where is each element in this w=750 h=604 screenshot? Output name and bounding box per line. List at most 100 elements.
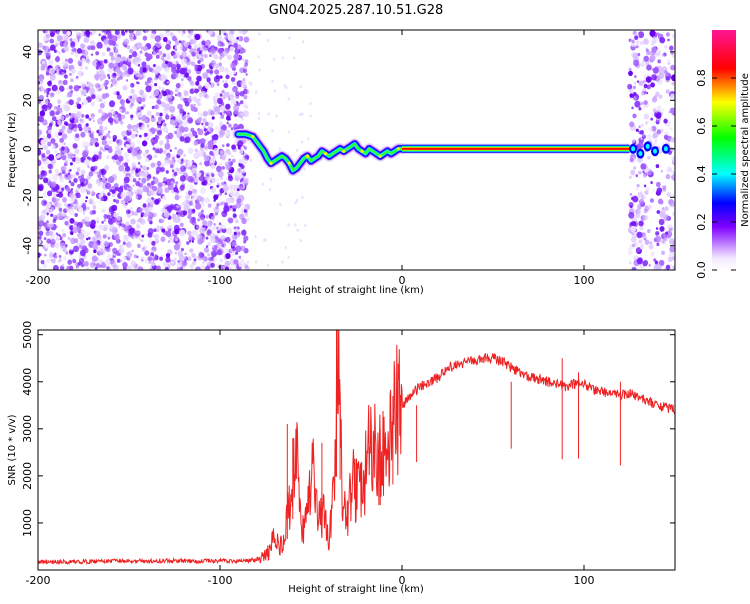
noise-dot xyxy=(179,205,182,208)
noise-dot xyxy=(61,155,67,161)
noise-dot xyxy=(628,70,633,76)
noise-dot xyxy=(127,56,133,63)
noise-dot xyxy=(103,82,108,88)
noise-dot xyxy=(131,162,137,169)
noise-dot xyxy=(281,260,284,264)
noise-dot xyxy=(58,144,62,149)
noise-dot xyxy=(211,116,215,120)
noise-dot xyxy=(648,264,651,267)
noise-dot xyxy=(234,171,241,178)
noise-dot xyxy=(80,32,85,37)
noise-dot xyxy=(210,225,216,232)
noise-dot xyxy=(671,81,675,86)
noise-dot xyxy=(66,100,70,105)
noise-dot xyxy=(215,111,219,116)
noise-dot xyxy=(145,118,148,123)
noise-dot xyxy=(206,77,211,83)
noise-dot xyxy=(153,64,156,67)
noise-dot xyxy=(114,186,119,192)
noise-dot xyxy=(159,112,163,117)
noise-dot xyxy=(204,197,210,204)
noise-dot xyxy=(152,45,158,52)
noise-dot xyxy=(245,73,248,76)
noise-dot xyxy=(223,205,230,213)
noise-dot xyxy=(232,208,236,212)
noise-dot xyxy=(656,210,661,214)
noise-dot xyxy=(118,247,125,254)
snr-background xyxy=(38,330,675,570)
noise-dot xyxy=(62,103,69,110)
noise-dot xyxy=(670,93,675,100)
noise-dot xyxy=(78,232,85,240)
noise-dot xyxy=(171,156,176,161)
noise-dot xyxy=(216,184,220,188)
noise-dot xyxy=(96,150,100,154)
noise-dot xyxy=(55,72,59,76)
noise-dot xyxy=(143,212,148,218)
noise-dot xyxy=(57,192,64,198)
noise-dot xyxy=(147,131,153,137)
noise-dot xyxy=(207,109,214,116)
noise-dot xyxy=(66,94,69,98)
noise-dot xyxy=(240,146,244,150)
noise-dot xyxy=(116,149,122,156)
noise-dot xyxy=(244,59,249,64)
noise-dot xyxy=(61,112,64,116)
noise-dot xyxy=(68,85,73,90)
noise-dot xyxy=(76,97,82,102)
noise-dot xyxy=(137,243,141,248)
noise-dot xyxy=(114,48,119,54)
noise-dot xyxy=(638,198,645,205)
noise-dot xyxy=(43,90,47,94)
noise-dot xyxy=(38,67,42,71)
noise-dot xyxy=(285,86,288,90)
noise-dot xyxy=(116,94,122,100)
noise-dot xyxy=(267,38,270,43)
noise-dot xyxy=(69,218,75,224)
noise-dot xyxy=(177,158,182,164)
noise-dot xyxy=(50,213,54,217)
noise-dot xyxy=(69,116,73,120)
noise-dot xyxy=(192,39,197,44)
noise-dot xyxy=(649,241,653,245)
noise-dot xyxy=(65,251,69,255)
noise-dot xyxy=(295,198,299,202)
noise-dot xyxy=(187,208,194,215)
noise-dot xyxy=(145,158,149,162)
noise-dot xyxy=(151,105,155,110)
noise-dot xyxy=(191,208,196,213)
noise-dot xyxy=(241,117,244,121)
noise-dot xyxy=(42,135,45,138)
noise-dot xyxy=(231,233,238,241)
noise-dot xyxy=(628,67,632,72)
noise-dot xyxy=(140,124,146,130)
noise-dot xyxy=(648,127,653,133)
noise-dot xyxy=(670,137,675,142)
noise-dot xyxy=(38,235,42,240)
noise-dot xyxy=(179,212,182,215)
noise-dot xyxy=(175,41,179,44)
noise-dot xyxy=(188,237,191,241)
noise-dot xyxy=(136,96,143,104)
noise-dot xyxy=(235,251,239,255)
noise-dot xyxy=(232,213,237,218)
noise-dot xyxy=(145,85,152,93)
noise-dot xyxy=(219,112,223,115)
noise-dot xyxy=(40,78,44,82)
noise-dot xyxy=(628,201,634,208)
noise-dot xyxy=(111,35,118,43)
noise-dot xyxy=(125,70,129,74)
noise-dot xyxy=(141,177,147,184)
noise-dot xyxy=(638,220,644,227)
noise-dot xyxy=(643,113,649,120)
noise-dot xyxy=(136,106,142,112)
noise-dot xyxy=(88,117,92,121)
noise-dot xyxy=(40,209,47,216)
noise-dot xyxy=(73,124,78,129)
noise-dot xyxy=(38,149,42,156)
noise-dot xyxy=(46,220,49,224)
noise-dot xyxy=(176,267,182,270)
noise-dot xyxy=(248,81,251,85)
noise-dot xyxy=(153,51,157,56)
noise-dot xyxy=(222,184,229,192)
